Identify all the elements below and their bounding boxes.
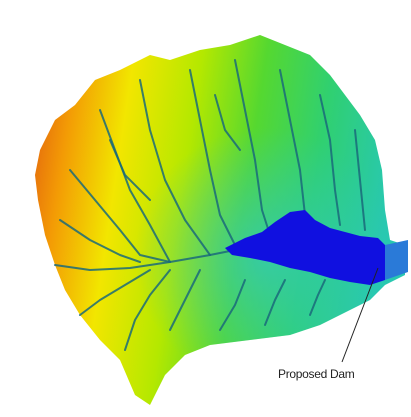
valley-shading — [35, 35, 405, 405]
page: {"annotations": {"dam_label": "Proposed … — [0, 0, 411, 417]
watershed-map: Proposed Dam — [0, 0, 411, 417]
dam-label: Proposed Dam — [278, 367, 355, 381]
